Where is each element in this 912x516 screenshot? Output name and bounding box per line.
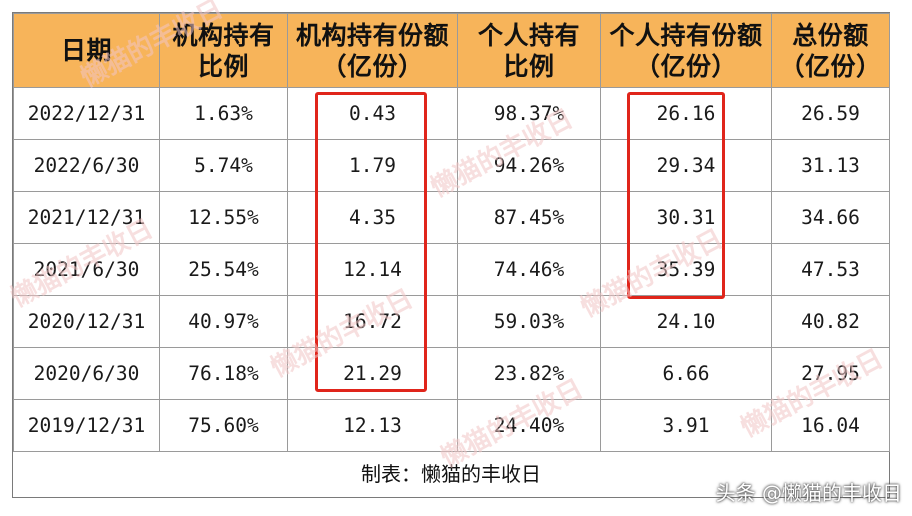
header-indiv-shares: 个人持有份额 （亿份） (600, 13, 772, 88)
header-row: 日期 机构持有 比例 机构持有份额 （亿份） 个人持有 比例 个人持有份额 （亿… (13, 13, 890, 88)
holdings-table: 日期 机构持有 比例 机构持有份额 （亿份） 个人持有 比例 个人持有份额 （亿… (13, 13, 890, 452)
cell-indiv-ratio: 74.46% (457, 243, 601, 296)
source-watermark: 头条 @懒猫的丰收日 (715, 481, 902, 505)
cell-total-shares: 31.13 (771, 139, 890, 192)
cell-inst-ratio: 12.55% (159, 191, 288, 244)
cell-total-shares: 34.66 (771, 191, 890, 244)
cell-indiv-shares: 24.10 (600, 295, 772, 348)
cell-total-shares: 27.95 (771, 347, 890, 400)
cell-total-shares: 40.82 (771, 295, 890, 348)
cell-inst-ratio: 40.97% (159, 295, 288, 348)
cell-indiv-shares: 6.66 (600, 347, 772, 400)
cell-date: 2021/12/31 (13, 191, 160, 244)
cell-date: 2021/6/30 (13, 243, 160, 296)
data-table-card: 日期 机构持有 比例 机构持有份额 （亿份） 个人持有 比例 个人持有份额 （亿… (6, 0, 890, 498)
cell-total-shares: 26.59 (771, 87, 890, 140)
header-inst-ratio: 机构持有 比例 (159, 13, 288, 88)
header-inst-shares: 机构持有份额 （亿份） (287, 13, 458, 88)
cell-date: 2019/12/31 (13, 399, 160, 452)
highlight-indiv-shares (627, 92, 725, 299)
cell-date: 2022/12/31 (13, 87, 160, 140)
table-row: 2019/12/31 75.60% 12.13 24.40% 3.91 16.0… (13, 399, 890, 452)
cell-total-shares: 47.53 (771, 243, 890, 296)
cell-indiv-shares: 3.91 (600, 399, 772, 452)
cell-indiv-ratio: 87.45% (457, 191, 601, 244)
header-total-shares: 总份额 （亿份） (771, 13, 890, 88)
table-row: 2020/12/31 40.97% 16.72 59.03% 24.10 40.… (13, 295, 890, 348)
header-indiv-ratio: 个人持有 比例 (457, 13, 601, 88)
table-row: 2022/12/31 1.63% 0.43 98.37% 26.16 26.59 (13, 87, 890, 140)
table-row: 2021/12/31 12.55% 4.35 87.45% 30.31 34.6… (13, 191, 890, 244)
cell-date: 2022/6/30 (13, 139, 160, 192)
cell-inst-ratio: 1.63% (159, 87, 288, 140)
cell-indiv-ratio: 23.82% (457, 347, 601, 400)
table-caption: 制表：懒猫的丰收日 (361, 462, 541, 486)
cell-total-shares: 16.04 (771, 399, 890, 452)
cell-date: 2020/12/31 (13, 295, 160, 348)
cell-inst-shares: 12.13 (287, 399, 458, 452)
cell-indiv-ratio: 24.40% (457, 399, 601, 452)
cell-inst-ratio: 75.60% (159, 399, 288, 452)
cell-inst-ratio: 76.18% (159, 347, 288, 400)
table-row: 2020/6/30 76.18% 21.29 23.82% 6.66 27.95 (13, 347, 890, 400)
table-row: 2021/6/30 25.54% 12.14 74.46% 35.39 47.5… (13, 243, 890, 296)
cell-inst-ratio: 5.74% (159, 139, 288, 192)
cell-indiv-ratio: 98.37% (457, 87, 601, 140)
table-row: 2022/6/30 5.74% 1.79 94.26% 29.34 31.13 (13, 139, 890, 192)
header-date: 日期 (13, 13, 160, 88)
highlight-inst-shares (315, 92, 427, 392)
cell-date: 2020/6/30 (13, 347, 160, 400)
cell-indiv-ratio: 59.03% (457, 295, 601, 348)
cell-indiv-ratio: 94.26% (457, 139, 601, 192)
cell-inst-ratio: 25.54% (159, 243, 288, 296)
